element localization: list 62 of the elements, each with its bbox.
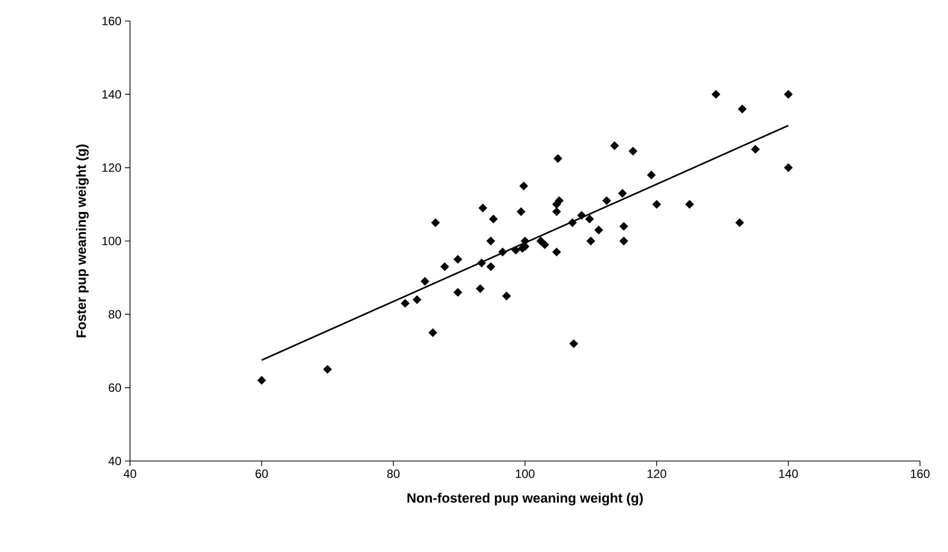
point	[428, 328, 438, 338]
point	[453, 254, 462, 264]
point	[486, 262, 496, 272]
point	[431, 218, 440, 228]
point	[257, 376, 266, 385]
x-tick-label: 140	[779, 470, 798, 478]
point	[784, 163, 793, 172]
y-tick-label: 100	[102, 236, 122, 246]
y-tick-label: 40	[108, 456, 122, 466]
point	[502, 292, 511, 300]
point	[647, 170, 656, 180]
y-tick-label: 120	[102, 163, 122, 172]
point	[552, 248, 561, 256]
y-tick-label: 60	[108, 383, 122, 392]
point	[784, 90, 793, 99]
point	[652, 200, 662, 209]
point	[420, 276, 430, 286]
point	[498, 248, 508, 256]
point	[511, 246, 520, 255]
x-tick-label: 100	[516, 470, 535, 478]
x-axis-title: Non-fostered pup weaning weight (g)	[407, 492, 643, 506]
point	[751, 144, 760, 154]
point	[568, 218, 577, 228]
point	[738, 104, 747, 114]
point	[586, 236, 596, 246]
point	[577, 210, 586, 220]
x-tick-label: 160	[910, 470, 930, 478]
point	[400, 298, 410, 308]
y-tick-label: 140	[102, 90, 122, 99]
point	[628, 146, 638, 156]
point	[594, 226, 604, 234]
x-tick-label: 40	[124, 470, 136, 478]
point	[412, 295, 422, 304]
point	[476, 284, 485, 294]
point	[619, 236, 628, 246]
point	[440, 262, 450, 272]
point	[712, 90, 720, 99]
point	[323, 364, 332, 374]
point	[569, 339, 578, 348]
point	[685, 200, 694, 209]
point	[516, 207, 526, 216]
point	[618, 188, 627, 198]
point	[610, 141, 619, 150]
x-tick-label: 80	[387, 470, 400, 478]
point	[585, 214, 594, 224]
y-tick-label: 80	[108, 310, 122, 319]
point	[478, 204, 488, 212]
point	[477, 258, 486, 268]
point	[554, 154, 562, 163]
point	[486, 236, 496, 246]
point	[453, 288, 462, 297]
point	[602, 196, 612, 206]
point	[489, 214, 498, 224]
x-tick-label: 60	[256, 470, 268, 478]
y-tick-label: 160	[102, 16, 122, 26]
point	[540, 240, 550, 250]
point	[619, 222, 628, 231]
x-tick-label: 120	[648, 470, 666, 478]
point	[519, 182, 528, 190]
y-axis-title: Foster pup weaning weight (g)	[76, 144, 89, 338]
point	[735, 218, 744, 228]
point	[552, 207, 561, 216]
